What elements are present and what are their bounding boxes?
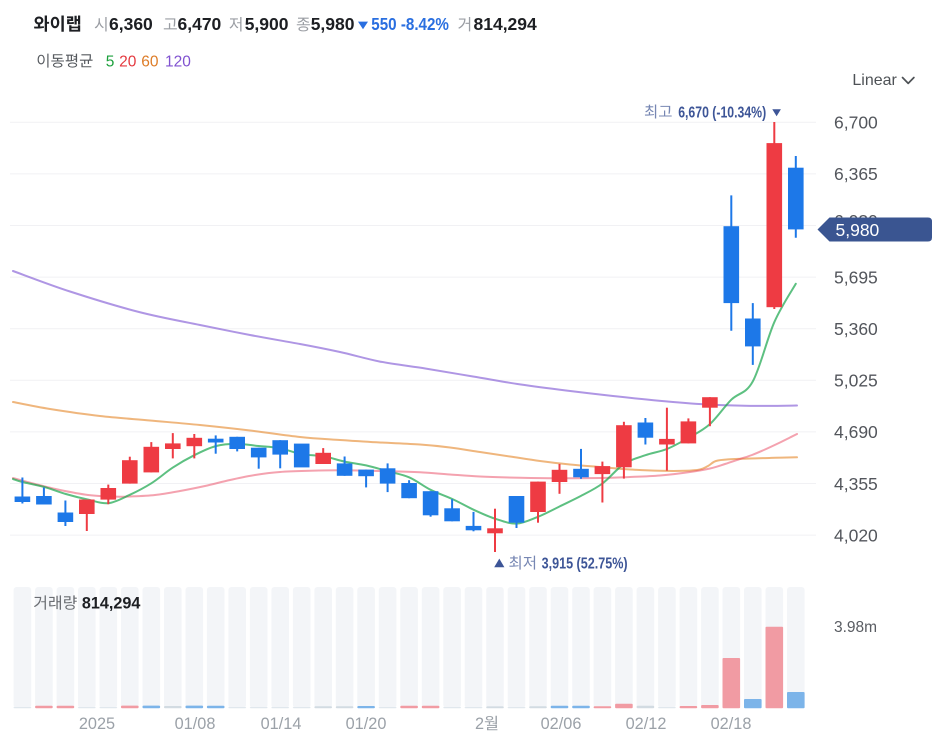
svg-text:6,365: 6,365 [834, 164, 878, 184]
svg-text:5,980: 5,980 [836, 220, 880, 240]
svg-text:814,294: 814,294 [82, 595, 141, 613]
svg-text:01/14: 01/14 [261, 715, 302, 733]
svg-text:02/06: 02/06 [541, 715, 582, 733]
svg-text:6,700: 6,700 [834, 113, 878, 133]
svg-text:2: 2 [475, 715, 484, 733]
svg-text:20: 20 [119, 53, 137, 70]
svg-text:2025: 2025 [79, 715, 115, 733]
svg-text:3.98m: 3.98m [834, 619, 877, 636]
svg-text:01/20: 01/20 [346, 715, 387, 733]
svg-text:6,360: 6,360 [109, 14, 153, 34]
svg-text:60: 60 [141, 53, 159, 70]
svg-text:5,360: 5,360 [834, 319, 878, 339]
svg-text:4,020: 4,020 [834, 525, 878, 545]
svg-text:02/18: 02/18 [711, 715, 752, 733]
svg-text:4,355: 4,355 [834, 474, 878, 494]
svg-text:01/08: 01/08 [175, 715, 216, 733]
svg-text:6,670 (-10.34%): 6,670 (-10.34%) [678, 104, 766, 121]
svg-text:550 -8.42%: 550 -8.42% [371, 14, 449, 34]
svg-text:814,294: 814,294 [474, 14, 538, 34]
svg-text:3,915 (52.75%): 3,915 (52.75%) [542, 555, 628, 572]
svg-text:02/12: 02/12 [626, 715, 667, 733]
svg-text:5: 5 [106, 53, 115, 70]
svg-text:5,900: 5,900 [245, 14, 289, 34]
svg-text:6,470: 6,470 [178, 14, 222, 34]
svg-text:120: 120 [165, 53, 191, 70]
svg-text:5,695: 5,695 [834, 267, 878, 287]
svg-text:4,690: 4,690 [834, 422, 878, 442]
svg-text:5,025: 5,025 [834, 371, 878, 391]
svg-text:5,980: 5,980 [311, 14, 355, 34]
svg-text:Linear: Linear [852, 72, 897, 89]
